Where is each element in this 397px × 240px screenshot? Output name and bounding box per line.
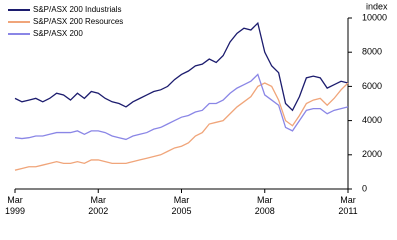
y-axis-label: index	[366, 1, 388, 11]
legend-text: S&P/ASX 200	[33, 29, 83, 38]
x-tick-label: Mar 2002	[88, 195, 108, 216]
x-tick-label: Mar 2008	[255, 195, 275, 216]
series-line	[14, 21, 349, 112]
y-tick-label: 0	[362, 183, 367, 193]
series-line	[14, 82, 349, 171]
legend-text: S&P/ASX 200 Industrials	[33, 5, 122, 14]
y-tick-label: 4000	[362, 115, 382, 125]
chart: index 0 2000 4000 6000 8000 10000 Mar 1999 Mar 20…	[5, 1, 388, 216]
x-tick-label: Mar 2005	[171, 195, 191, 216]
series-line	[14, 73, 349, 141]
y-tick-label: 10000	[362, 12, 387, 22]
y-tick-label: 8000	[362, 47, 382, 57]
x-tick-label: Mar 2011	[338, 195, 357, 216]
x-tick-label: Mar 1999	[5, 195, 25, 216]
legend-text: S&P/ASX 200 Resources	[33, 17, 123, 26]
y-tick-label: 2000	[362, 149, 382, 159]
y-tick-label: 6000	[362, 81, 382, 91]
